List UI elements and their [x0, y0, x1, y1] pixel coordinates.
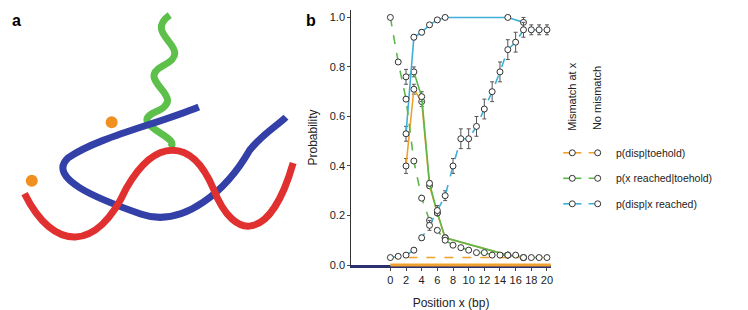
- svg-text:18: 18: [525, 274, 537, 286]
- svg-text:4: 4: [419, 274, 425, 286]
- svg-text:14: 14: [494, 274, 506, 286]
- svg-text:No mismatch: No mismatch: [591, 66, 603, 130]
- svg-text:0.0: 0.0: [330, 259, 345, 271]
- svg-text:10: 10: [463, 274, 475, 286]
- svg-text:a: a: [12, 12, 21, 29]
- svg-text:12: 12: [478, 274, 490, 286]
- svg-text:0.6: 0.6: [330, 110, 345, 122]
- svg-text:6: 6: [434, 274, 440, 286]
- svg-text:Probability: Probability: [306, 109, 320, 165]
- svg-text:8: 8: [450, 274, 456, 286]
- svg-text:p(disp|x reached): p(disp|x reached): [616, 198, 697, 210]
- svg-text:b: b: [306, 12, 316, 29]
- svg-text:Position x (bp): Position x (bp): [413, 296, 490, 310]
- svg-text:0.2: 0.2: [330, 209, 345, 221]
- svg-text:p(disp|toehold): p(disp|toehold): [616, 147, 685, 159]
- svg-text:0.8: 0.8: [330, 61, 345, 73]
- svg-text:0.4: 0.4: [330, 160, 345, 172]
- svg-text:2: 2: [403, 274, 409, 286]
- svg-text:16: 16: [510, 274, 522, 286]
- svg-text:p(x reached|toehold): p(x reached|toehold): [616, 172, 712, 184]
- svg-text:20: 20: [541, 274, 553, 286]
- svg-text:1.0: 1.0: [330, 11, 345, 23]
- svg-text:0: 0: [387, 274, 393, 286]
- svg-text:Mismatch at x: Mismatch at x: [566, 62, 578, 130]
